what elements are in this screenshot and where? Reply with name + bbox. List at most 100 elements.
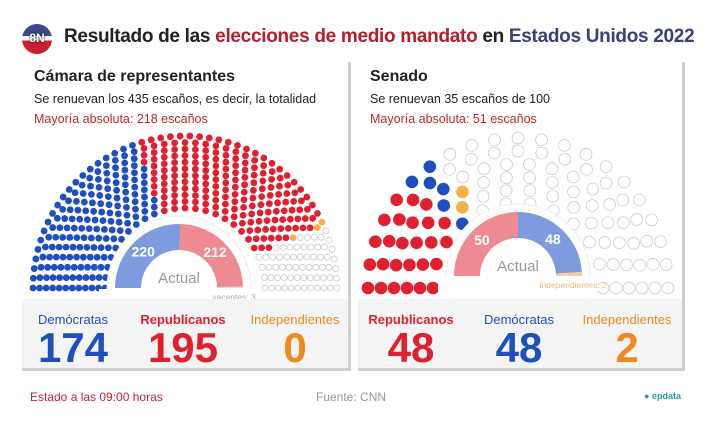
dem-seat xyxy=(68,284,76,292)
rep-seat xyxy=(212,196,220,204)
empty-seat xyxy=(262,253,270,261)
empty-seat xyxy=(599,176,613,190)
dem-seat xyxy=(49,224,57,231)
rep-seat xyxy=(202,193,210,201)
dem-seat xyxy=(141,215,149,223)
rep-seat xyxy=(191,159,199,167)
dem-seat xyxy=(30,265,38,272)
house-gauge-note: vacantes: 3 xyxy=(212,292,256,299)
rep-seat xyxy=(390,193,403,207)
rep-seat xyxy=(275,191,282,198)
rep-seat xyxy=(222,179,230,187)
empty-seat xyxy=(299,263,306,271)
dem-seat xyxy=(107,217,115,225)
house-ind-count: 0 xyxy=(283,324,307,371)
dem-seat xyxy=(37,263,45,271)
dem-seat xyxy=(116,227,124,235)
dem-seat xyxy=(59,205,67,213)
dem-seat xyxy=(106,209,114,217)
dem-seat xyxy=(29,274,37,282)
rep-seat xyxy=(181,171,189,179)
dem-seat xyxy=(131,190,139,198)
dem-seat xyxy=(423,176,437,190)
rep-seat xyxy=(221,207,229,215)
dem-seat xyxy=(90,263,98,271)
dem-seat xyxy=(132,221,140,228)
rep-seat xyxy=(406,193,420,207)
dem-seat xyxy=(121,173,129,181)
rep-seat xyxy=(264,208,272,216)
rep-seat xyxy=(403,258,416,272)
empty-seat xyxy=(477,162,491,176)
empty-seat xyxy=(255,253,263,261)
rep-seat xyxy=(245,235,252,243)
dem-seat xyxy=(76,215,84,223)
empty-seat xyxy=(320,284,328,292)
empty-seat xyxy=(300,243,308,251)
empty-seat xyxy=(648,281,662,295)
dem-seat xyxy=(72,197,80,205)
empty-seat xyxy=(285,263,293,271)
empty-seat xyxy=(318,263,326,271)
empty-seat xyxy=(567,185,580,199)
empty-seat xyxy=(630,213,643,226)
rep-seat xyxy=(232,162,240,170)
rep-seat xyxy=(232,155,240,163)
empty-seat xyxy=(558,139,571,152)
dem-seat xyxy=(79,172,87,179)
rep-seat xyxy=(269,225,277,233)
dem-seat xyxy=(121,159,129,167)
rep-seat xyxy=(160,193,168,201)
empty-seat xyxy=(307,243,315,251)
8n-logo: 8N xyxy=(22,24,52,54)
dem-seat xyxy=(112,171,120,179)
dem-seat xyxy=(121,181,129,189)
dem-seat xyxy=(66,206,74,214)
pending-seat xyxy=(313,224,321,231)
empty-seat xyxy=(627,236,640,250)
dem-seat xyxy=(64,263,71,271)
empty-seat xyxy=(268,284,275,292)
rep-seat xyxy=(196,133,203,141)
empty-seat xyxy=(535,146,549,160)
rep-seat xyxy=(176,132,184,140)
empty-seat xyxy=(300,274,308,282)
rep-seat xyxy=(231,205,238,213)
empty-seat xyxy=(261,284,269,292)
rep-seat xyxy=(171,205,178,213)
rep-seat xyxy=(150,155,158,163)
rep-seat xyxy=(181,204,189,212)
empty-seat xyxy=(293,274,301,281)
dem-seat xyxy=(132,205,139,213)
rep-seat xyxy=(212,176,220,183)
rep-seat xyxy=(297,186,305,193)
senate-dem-label: Demócratas xyxy=(483,312,555,327)
house-panel: Cámara de representantes Se renuevan los… xyxy=(22,62,351,371)
dem-seat xyxy=(45,233,53,241)
empty-seat xyxy=(476,190,490,203)
dem-seat xyxy=(70,224,78,232)
empty-seat xyxy=(499,184,513,198)
rep-seat xyxy=(299,224,307,232)
rep-seat xyxy=(186,132,194,140)
rep-seat xyxy=(222,145,230,152)
dem-seat xyxy=(69,274,77,281)
rep-seat xyxy=(181,165,189,173)
dem-seat xyxy=(82,274,90,281)
rep-seat xyxy=(192,205,199,213)
rep-seat xyxy=(284,224,292,232)
dem-seat xyxy=(52,253,60,261)
dem-seat xyxy=(49,210,56,217)
dem-seat xyxy=(43,274,50,282)
dem-seat xyxy=(97,244,105,252)
dem-seat xyxy=(73,253,80,261)
dem-seat xyxy=(88,284,96,292)
empty-seat xyxy=(593,257,606,271)
dem-seat xyxy=(95,183,103,191)
rep-seat xyxy=(157,134,165,142)
page-title: Resultado de las elecciones de medio man… xyxy=(64,26,695,47)
dem-seat xyxy=(122,188,130,196)
rep-seat xyxy=(160,167,168,174)
rep-seat xyxy=(181,139,189,146)
rep-seat xyxy=(290,197,298,205)
